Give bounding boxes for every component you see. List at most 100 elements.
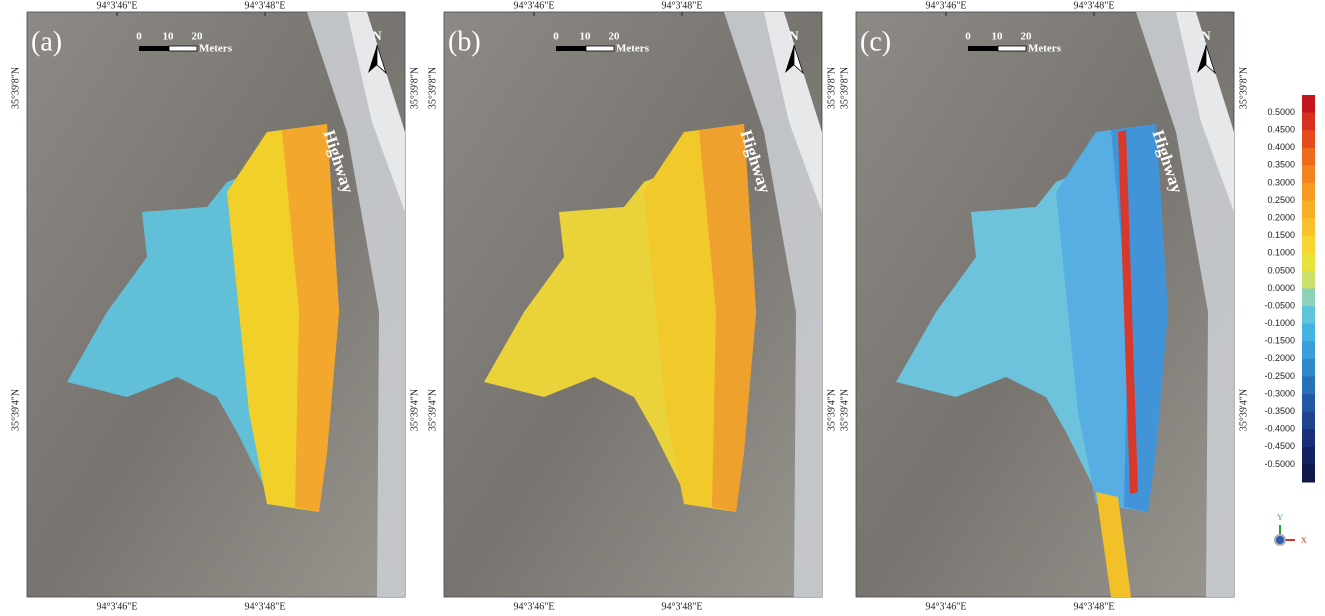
highway	[724, 12, 822, 597]
colorbar-swatch	[1302, 358, 1315, 377]
legend-label: -0.3000	[1264, 388, 1295, 398]
north-arrow-left	[368, 45, 377, 73]
colorbar-swatch	[1302, 464, 1315, 483]
longitude-label: 94°3'48"E	[1074, 601, 1115, 612]
longitude-label: 94°3'46"E	[97, 601, 138, 612]
scale-unit: Meters	[199, 43, 233, 55]
colorbar-swatch	[1302, 288, 1315, 307]
latitude-label: 35°39'4"N	[10, 389, 21, 431]
scale-label: 0	[965, 31, 971, 43]
north-arrow-right	[793, 44, 804, 75]
colorbar-swatch	[1302, 95, 1315, 114]
latitude-label: 35°39'4"N	[409, 389, 420, 431]
latitude-label: 35°39'4"N	[826, 389, 837, 431]
scale-bar-white	[168, 45, 198, 52]
longitude-label: 94°3'46"E	[514, 0, 555, 11]
highway	[307, 12, 405, 597]
legend-label: 0.4500	[1267, 125, 1295, 135]
colorbar-swatch	[1302, 200, 1315, 219]
legend-label: 0.2000	[1267, 213, 1295, 223]
colorbar-swatch	[1302, 147, 1315, 166]
deformation-strip	[282, 124, 339, 512]
legend-label: -0.5000	[1264, 459, 1295, 469]
scale-label: 20	[1021, 31, 1033, 43]
highway-edge	[1176, 12, 1234, 212]
longitude-label: 94°3'48"E	[662, 601, 703, 612]
latitude-label: 35°39'8"N	[839, 67, 850, 109]
legend-label: 0.1000	[1267, 248, 1295, 258]
scale-label: 0	[553, 31, 559, 43]
deformation-tail	[1096, 492, 1131, 597]
colorbar-swatch	[1302, 446, 1315, 465]
legend-label: -0.1000	[1264, 318, 1295, 328]
axis-x-label: X	[1301, 536, 1307, 545]
north-arrow-left	[1197, 45, 1206, 73]
legend-label: 0.0500	[1267, 265, 1295, 275]
north-label: N	[372, 28, 382, 43]
north-label: N	[789, 28, 799, 43]
longitude-label: 94°3'46"E	[926, 601, 967, 612]
colorbar-swatch	[1302, 270, 1315, 289]
colorbar-swatch	[1302, 411, 1315, 430]
panel-label: (c)	[860, 26, 891, 57]
colorbar-swatch	[1302, 235, 1315, 254]
longitude-label: 94°3'46"E	[514, 601, 555, 612]
scale-bar-black	[968, 46, 998, 51]
longitude-label: 94°3'48"E	[662, 0, 703, 11]
north-arrow-right	[376, 44, 387, 75]
map-panel: (b) 0 10 20MetersNHighway94°3'46"E94°3'46"E…	[427, 0, 837, 612]
latitude-label: 35°39'8"N	[1238, 67, 1249, 109]
colorbar-swatch	[1302, 112, 1315, 131]
latitude-label: 35°39'8"N	[427, 67, 438, 109]
deformation-fan	[484, 162, 704, 492]
longitude-label: 94°3'46"E	[926, 0, 967, 11]
scale-label: 10	[992, 31, 1004, 43]
legend-label: 0.1500	[1267, 230, 1295, 240]
legend-label: 0.3500	[1267, 160, 1295, 170]
highway-edge	[347, 12, 405, 212]
legend-label: -0.3500	[1264, 406, 1295, 416]
map-panel: (a) 0 10 20MetersNHighway94°3'46"E94°3'46"E…	[10, 0, 420, 612]
longitude-label: 94°3'48"E	[1074, 0, 1115, 11]
legend-label: -0.4000	[1264, 424, 1295, 434]
scale-label: 20	[609, 31, 621, 43]
colorbar-swatch	[1302, 323, 1315, 342]
deformation-fan	[896, 162, 1116, 492]
colorbar-swatch	[1302, 429, 1315, 448]
latitude-label: 35°39'8"N	[409, 67, 420, 109]
longitude-label: 94°3'46"E	[97, 0, 138, 11]
legend-label: 0.4000	[1267, 142, 1295, 152]
legend-label: -0.1500	[1264, 336, 1295, 346]
latitude-label: 35°39'4"N	[839, 389, 850, 431]
scale-bar-white	[585, 45, 615, 52]
longitude-label: 94°3'48"E	[245, 601, 286, 612]
legend-label: 0.3000	[1267, 177, 1295, 187]
deformation-strip	[699, 124, 756, 512]
legend-label: -0.4500	[1264, 441, 1295, 451]
deformation-fan	[67, 162, 287, 492]
colorbar-swatch	[1302, 130, 1315, 149]
scale-label: 20	[192, 31, 204, 43]
scale-bar-black	[556, 46, 586, 51]
longitude-label: 94°3'48"E	[245, 0, 286, 11]
legend-label: 0.2500	[1267, 195, 1295, 205]
map-panel: (c) 0 10 20MetersNHighway94°3'46"E94°3'46"E…	[839, 0, 1249, 612]
scale-label: 10	[163, 31, 175, 43]
scale-unit: Meters	[1028, 43, 1062, 55]
panel-label: (a)	[31, 26, 62, 57]
colorbar-swatch	[1302, 253, 1315, 272]
colorbar-swatch	[1302, 306, 1315, 325]
north-label: N	[1201, 28, 1211, 43]
latitude-label: 35°39'8"N	[826, 67, 837, 109]
axis-origin	[1274, 534, 1286, 546]
colorbar-swatch	[1302, 341, 1315, 360]
colorbar-swatch	[1302, 165, 1315, 184]
highway-edge	[764, 12, 822, 212]
north-arrow-right	[1205, 44, 1216, 75]
panel-label: (b)	[448, 26, 481, 57]
legend-label: 0.0000	[1267, 283, 1295, 293]
scale-label: 10	[580, 31, 592, 43]
legend-label: -0.0500	[1264, 300, 1295, 310]
axis-y-label: Y	[1277, 513, 1283, 522]
